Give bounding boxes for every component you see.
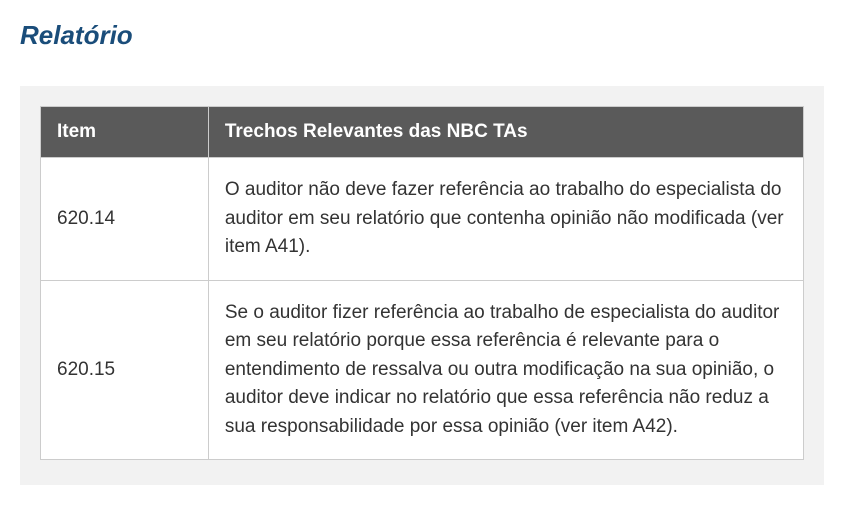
column-header-trechos: Trechos Relevantes das NBC TAs: [208, 107, 803, 158]
reference-table: Item Trechos Relevantes das NBC TAs 620.…: [40, 106, 804, 460]
cell-item: 620.15: [41, 280, 209, 460]
table-wrapper: Item Trechos Relevantes das NBC TAs 620.…: [20, 86, 824, 485]
cell-trechos: Se o auditor fizer referência ao trabalh…: [208, 280, 803, 460]
cell-trechos: O auditor não deve fazer referência ao t…: [208, 158, 803, 281]
section-title: Relatório: [20, 20, 824, 51]
table-row: 620.14 O auditor não deve fazer referênc…: [41, 158, 804, 281]
table-row: 620.15 Se o auditor fizer referência ao …: [41, 280, 804, 460]
table-header-row: Item Trechos Relevantes das NBC TAs: [41, 107, 804, 158]
column-header-item: Item: [41, 107, 209, 158]
cell-item: 620.14: [41, 158, 209, 281]
